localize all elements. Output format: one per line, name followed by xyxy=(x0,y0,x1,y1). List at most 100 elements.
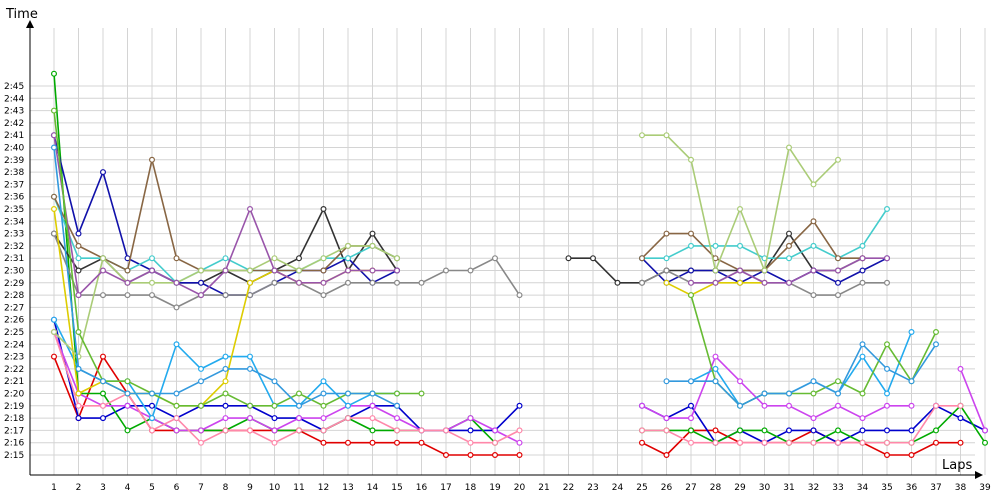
data-point xyxy=(394,415,401,422)
data-point xyxy=(467,427,474,434)
data-point xyxy=(736,378,743,385)
series-line xyxy=(641,220,863,272)
data-point xyxy=(859,439,866,446)
x-tick-label: 26 xyxy=(661,483,673,493)
x-tick-label: 28 xyxy=(710,483,722,493)
data-point xyxy=(222,390,229,397)
y-tick-label: 2:38 xyxy=(4,168,24,178)
y-tick-label: 2:44 xyxy=(4,94,24,104)
data-point xyxy=(810,439,817,446)
data-point xyxy=(687,378,694,385)
data-point xyxy=(785,439,792,446)
data-point xyxy=(883,427,890,434)
data-point xyxy=(99,292,106,299)
x-tick-label: 21 xyxy=(538,483,549,493)
x-tick-label: 6 xyxy=(174,483,180,493)
x-tick-label: 11 xyxy=(293,483,304,493)
data-point xyxy=(124,427,131,434)
x-axis-arrow-icon xyxy=(975,471,983,479)
data-point xyxy=(859,390,866,397)
x-tick-label: 10 xyxy=(269,483,281,493)
data-point xyxy=(124,279,131,286)
data-point xyxy=(124,390,131,397)
series-line xyxy=(53,233,521,309)
y-tick-label: 2:42 xyxy=(4,119,24,129)
data-point xyxy=(663,415,670,422)
x-tick-label: 33 xyxy=(832,483,843,493)
x-tick-label: 35 xyxy=(881,483,892,493)
y-tick-label: 2:24 xyxy=(4,340,24,350)
x-tick-label: 22 xyxy=(563,483,574,493)
data-point xyxy=(908,452,915,459)
data-point xyxy=(736,242,743,249)
data-point xyxy=(198,427,205,434)
data-point xyxy=(883,402,890,409)
data-point xyxy=(785,144,792,151)
data-point xyxy=(75,242,82,249)
data-point xyxy=(173,279,180,286)
data-point xyxy=(981,427,988,434)
y-tick-label: 2:19 xyxy=(4,402,24,412)
data-point xyxy=(124,402,131,409)
data-point xyxy=(418,279,425,286)
data-point xyxy=(638,439,645,446)
data-point xyxy=(149,156,156,163)
x-tick-label: 39 xyxy=(979,483,991,493)
x-tick-label: 8 xyxy=(223,483,229,493)
data-point xyxy=(198,279,205,286)
series-group xyxy=(50,70,988,459)
data-point xyxy=(467,439,474,446)
x-tick-label: 16 xyxy=(416,483,428,493)
data-point xyxy=(712,353,719,360)
data-point xyxy=(859,415,866,422)
data-point xyxy=(712,439,719,446)
data-point xyxy=(271,267,278,274)
data-point xyxy=(75,267,82,274)
x-tick-label: 37 xyxy=(930,483,941,493)
data-point xyxy=(296,415,303,422)
data-point xyxy=(443,452,450,459)
data-point xyxy=(908,329,915,336)
x-tick-label: 36 xyxy=(906,483,918,493)
x-tick-label: 18 xyxy=(465,483,477,493)
data-point xyxy=(247,427,254,434)
x-tick-label: 19 xyxy=(489,483,501,493)
data-point xyxy=(271,255,278,262)
data-point xyxy=(173,255,180,262)
data-point xyxy=(149,292,156,299)
data-point xyxy=(222,255,229,262)
axes xyxy=(26,20,983,479)
data-point xyxy=(981,439,988,446)
data-point xyxy=(271,427,278,434)
data-point xyxy=(810,242,817,249)
y-tick-label: 2:26 xyxy=(4,316,24,326)
data-point xyxy=(712,378,719,385)
data-point xyxy=(761,279,768,286)
x-tick-label: 20 xyxy=(514,483,526,493)
data-point xyxy=(394,390,401,397)
data-point xyxy=(173,304,180,311)
y-axis-arrow-icon xyxy=(26,20,34,28)
y-tick-labels: 2:15 2:16 2:17 2:18 2:19 2:20 2:21 2:22 2:23 2:24… xyxy=(4,82,24,461)
x-tick-label: 15 xyxy=(391,483,402,493)
data-point xyxy=(198,365,205,372)
data-point xyxy=(296,427,303,434)
data-point xyxy=(222,365,229,372)
data-point xyxy=(810,218,817,225)
data-point xyxy=(883,439,890,446)
data-point xyxy=(785,279,792,286)
data-point xyxy=(296,267,303,274)
series-5 xyxy=(50,329,964,446)
data-point xyxy=(492,439,499,446)
data-point xyxy=(687,292,694,299)
data-point xyxy=(785,255,792,262)
data-point xyxy=(932,427,939,434)
data-point xyxy=(296,390,303,397)
data-point xyxy=(908,439,915,446)
data-point xyxy=(296,255,303,262)
data-point xyxy=(99,267,106,274)
data-point xyxy=(149,255,156,262)
data-point xyxy=(908,427,915,434)
data-point xyxy=(834,439,841,446)
data-point xyxy=(320,292,327,299)
